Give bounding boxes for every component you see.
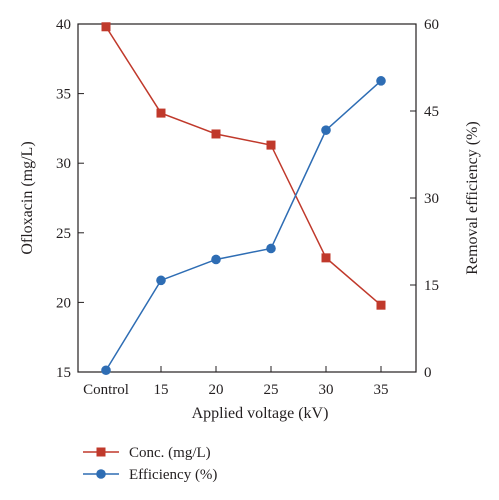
legend-item: Conc. (mg/L)	[83, 445, 211, 461]
data-point	[211, 254, 221, 265]
right-tick-label: 0	[424, 365, 432, 381]
plot-frame	[77, 23, 417, 373]
right-axis-ticks: 0 15 30 45 60	[410, 17, 439, 381]
data-point	[376, 300, 386, 310]
left-tick-label: 30	[56, 156, 71, 172]
data-point	[266, 140, 276, 150]
data-point	[211, 129, 221, 139]
data-point	[101, 22, 111, 32]
right-axis-title: Removal efficiency (%)	[464, 121, 481, 274]
series-1	[101, 22, 386, 310]
x-axis-ticks: Control 15 20 25 30 35	[83, 366, 389, 398]
series-line	[105, 80, 382, 371]
right-tick-label: 15	[424, 278, 439, 294]
x-tick-label: 25	[264, 382, 279, 398]
plot-border	[77, 23, 417, 373]
data-point	[266, 243, 276, 254]
left-axis-title: Ofloxacin (mg/L)	[19, 141, 36, 254]
data-point	[156, 108, 166, 118]
legend-label: Conc. (mg/L)	[129, 445, 211, 461]
data-point	[156, 275, 166, 286]
right-tick-label: 60	[424, 17, 439, 33]
series-2	[101, 76, 386, 376]
legend-square-marker	[96, 447, 106, 457]
x-tick-label: 30	[319, 382, 334, 398]
left-axis-ticks: 15 20 25 30 35 40	[56, 17, 84, 381]
x-tick-label: 20	[209, 382, 224, 398]
x-tick-label: 15	[154, 382, 169, 398]
x-axis-title: Applied voltage (kV)	[192, 405, 329, 422]
x-tick-label: 35	[374, 382, 389, 398]
series-layer	[101, 22, 386, 376]
left-tick-label: 20	[56, 295, 71, 311]
data-point	[321, 253, 331, 263]
legend: Conc. (mg/L) Efficiency (%)	[83, 445, 217, 483]
legend-label: Efficiency (%)	[129, 467, 217, 483]
left-tick-label: 25	[56, 226, 71, 242]
right-tick-label: 30	[424, 191, 439, 207]
series-line	[105, 26, 382, 306]
legend-item: Efficiency (%)	[83, 467, 217, 483]
left-tick-label: 40	[56, 17, 71, 33]
right-tick-label: 45	[424, 104, 439, 120]
left-tick-label: 35	[56, 87, 71, 103]
legend-circle-marker	[96, 469, 106, 479]
data-point	[376, 76, 386, 86]
left-tick-label: 15	[56, 365, 71, 381]
data-point	[321, 125, 331, 135]
x-tick-label: Control	[83, 382, 129, 398]
data-point	[101, 365, 111, 376]
